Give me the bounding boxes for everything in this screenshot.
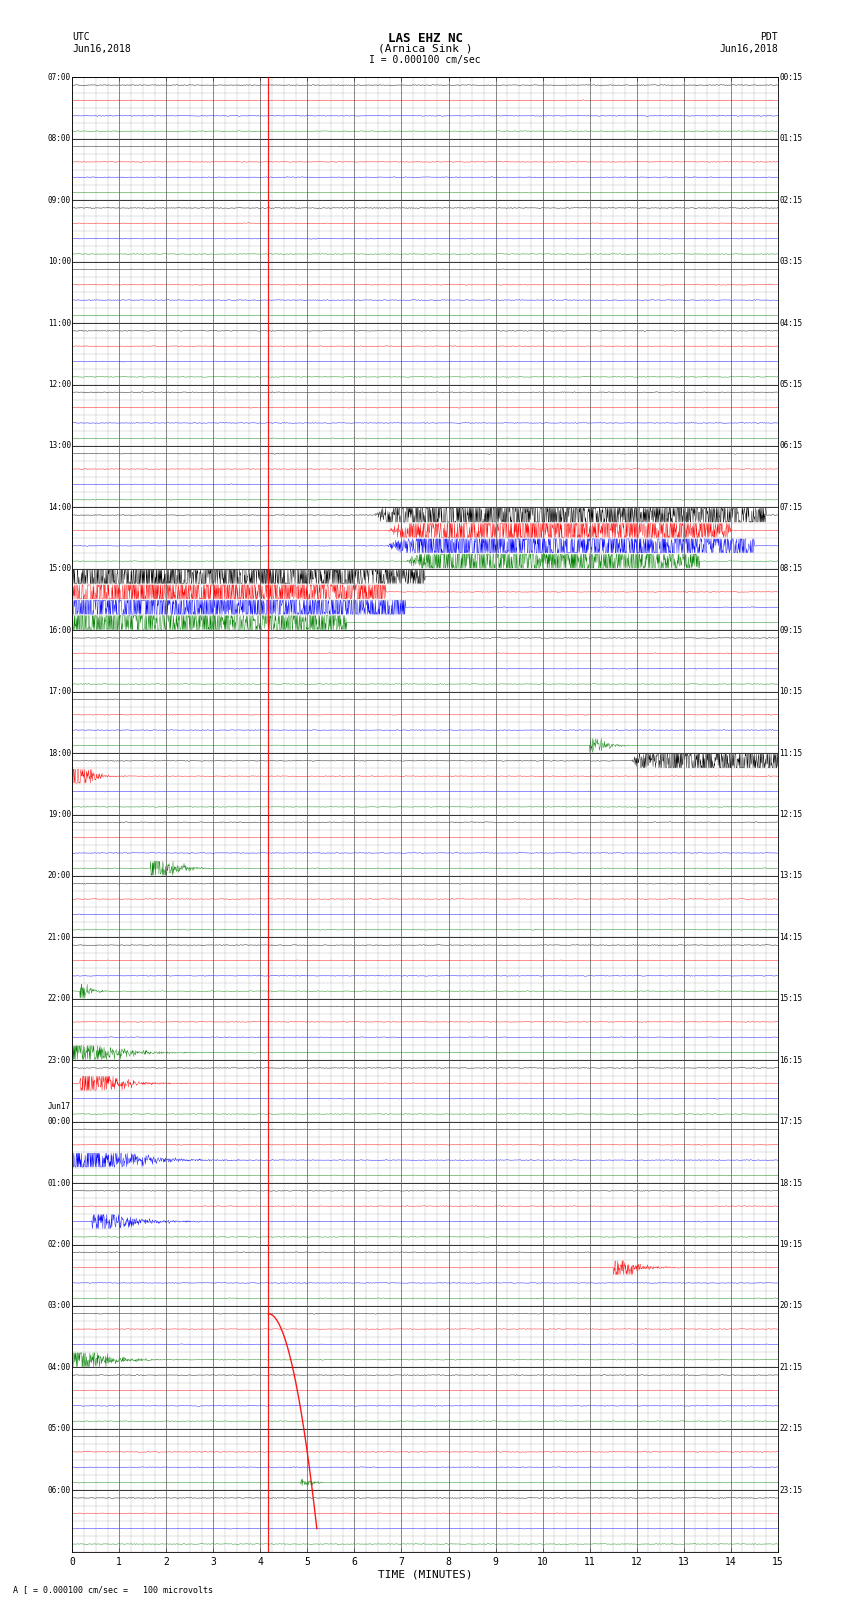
Text: 00:15: 00:15 bbox=[779, 73, 802, 82]
Text: 08:00: 08:00 bbox=[48, 134, 71, 144]
Text: PDT: PDT bbox=[760, 32, 778, 42]
Text: 19:00: 19:00 bbox=[48, 810, 71, 819]
Text: 03:15: 03:15 bbox=[779, 256, 802, 266]
Text: 10:00: 10:00 bbox=[48, 256, 71, 266]
Text: 05:00: 05:00 bbox=[48, 1424, 71, 1434]
Text: 10:15: 10:15 bbox=[779, 687, 802, 697]
Text: (Arnica Sink ): (Arnica Sink ) bbox=[377, 44, 473, 53]
Text: 17:15: 17:15 bbox=[779, 1118, 802, 1126]
Text: 03:00: 03:00 bbox=[48, 1302, 71, 1310]
Text: 19:15: 19:15 bbox=[779, 1240, 802, 1248]
Text: LAS EHZ NC: LAS EHZ NC bbox=[388, 32, 462, 45]
Text: I = 0.000100 cm/sec: I = 0.000100 cm/sec bbox=[369, 55, 481, 65]
Text: 01:00: 01:00 bbox=[48, 1179, 71, 1187]
Text: 14:15: 14:15 bbox=[779, 932, 802, 942]
Text: 04:15: 04:15 bbox=[779, 319, 802, 327]
Text: 04:00: 04:00 bbox=[48, 1363, 71, 1373]
Text: 02:00: 02:00 bbox=[48, 1240, 71, 1248]
Text: 06:15: 06:15 bbox=[779, 442, 802, 450]
Text: 20:15: 20:15 bbox=[779, 1302, 802, 1310]
Text: 23:15: 23:15 bbox=[779, 1486, 802, 1495]
Text: 22:00: 22:00 bbox=[48, 994, 71, 1003]
Text: 11:00: 11:00 bbox=[48, 319, 71, 327]
Text: 13:00: 13:00 bbox=[48, 442, 71, 450]
Text: 23:00: 23:00 bbox=[48, 1057, 71, 1065]
Text: 15:00: 15:00 bbox=[48, 565, 71, 573]
Text: 11:15: 11:15 bbox=[779, 748, 802, 758]
Text: 12:00: 12:00 bbox=[48, 381, 71, 389]
Text: 22:15: 22:15 bbox=[779, 1424, 802, 1434]
Text: 14:00: 14:00 bbox=[48, 503, 71, 511]
Text: 09:15: 09:15 bbox=[779, 626, 802, 636]
Text: 15:15: 15:15 bbox=[779, 994, 802, 1003]
Text: 20:00: 20:00 bbox=[48, 871, 71, 881]
Text: 18:00: 18:00 bbox=[48, 748, 71, 758]
Text: 07:00: 07:00 bbox=[48, 73, 71, 82]
X-axis label: TIME (MINUTES): TIME (MINUTES) bbox=[377, 1569, 473, 1579]
Text: 01:15: 01:15 bbox=[779, 134, 802, 144]
Text: 05:15: 05:15 bbox=[779, 381, 802, 389]
Text: 16:00: 16:00 bbox=[48, 626, 71, 636]
Text: 21:00: 21:00 bbox=[48, 932, 71, 942]
Text: Jun16,2018: Jun16,2018 bbox=[72, 44, 131, 53]
Text: 02:15: 02:15 bbox=[779, 195, 802, 205]
Text: 12:15: 12:15 bbox=[779, 810, 802, 819]
Text: Jun16,2018: Jun16,2018 bbox=[719, 44, 778, 53]
Text: 16:15: 16:15 bbox=[779, 1057, 802, 1065]
Text: 07:15: 07:15 bbox=[779, 503, 802, 511]
Text: A [ = 0.000100 cm/sec =   100 microvolts: A [ = 0.000100 cm/sec = 100 microvolts bbox=[13, 1584, 212, 1594]
Text: 09:00: 09:00 bbox=[48, 195, 71, 205]
Text: 06:00: 06:00 bbox=[48, 1486, 71, 1495]
Text: 21:15: 21:15 bbox=[779, 1363, 802, 1373]
Text: 18:15: 18:15 bbox=[779, 1179, 802, 1187]
Text: 17:00: 17:00 bbox=[48, 687, 71, 697]
Text: Jun17: Jun17 bbox=[48, 1102, 71, 1111]
Text: 00:00: 00:00 bbox=[48, 1118, 71, 1126]
Text: 13:15: 13:15 bbox=[779, 871, 802, 881]
Text: 08:15: 08:15 bbox=[779, 565, 802, 573]
Text: UTC: UTC bbox=[72, 32, 90, 42]
